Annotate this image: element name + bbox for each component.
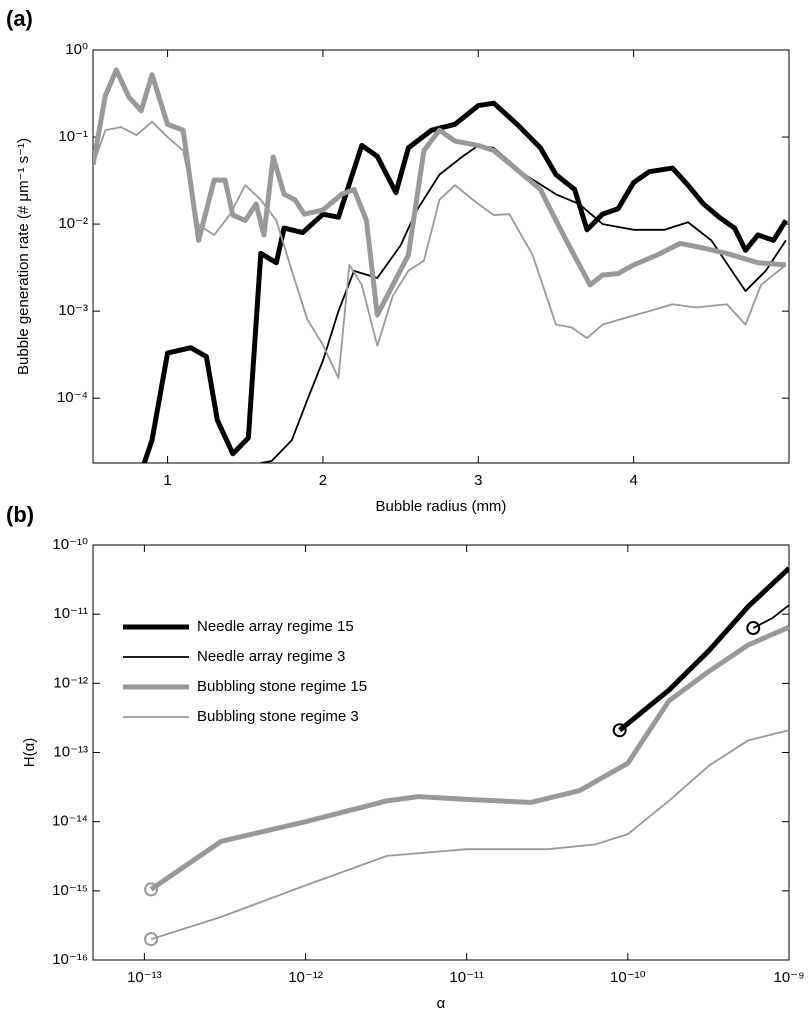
y-tick-label: 10⁻¹³ [53,743,88,760]
x-axis-label: α [437,995,446,1012]
start-marker [144,932,159,947]
plot-area [93,67,789,463]
plot-frame [92,544,790,961]
x-tick-label: 10⁻¹² [288,969,323,986]
x-tick-label: 10⁻¹³ [127,969,162,986]
panel-label: (a) [6,6,33,31]
start-marker [144,882,159,897]
legend-label: Needle array regime 15 [197,618,354,635]
x-tick-label: 4 [629,472,637,489]
legend-label: Needle array regime 3 [197,648,345,665]
y-tick-label: 10⁻³ [58,302,88,319]
series-line [150,729,789,941]
legend: Needle array regime 15 Needle array regim… [123,618,367,725]
series-line [618,566,789,733]
x-tick-label: 3 [474,472,482,489]
x-tick-label: 10⁻¹¹ [449,969,484,986]
series-line [752,604,789,629]
start-marker [612,723,627,738]
plot-frame [92,49,790,464]
series-line [93,67,787,318]
x-axis-label: Bubble radius (mm) [376,498,507,515]
x-tick-label: 2 [319,472,327,489]
y-tick-label: 10⁰ [65,41,88,58]
y-tick-label: 10⁻¹¹ [53,605,88,622]
legend-label: Bubbling stone regime 3 [197,708,359,725]
y-tick-label: 10⁻¹⁶ [52,951,88,968]
x-tick-label: 10⁻⁹ [773,969,804,986]
panel: (b) 10⁻¹⁶ 10⁻¹⁵ 10⁻¹⁴ 10⁻¹³ 10⁻¹² 10⁻¹¹ 10⁻¹⁰ 10… [6,502,805,1012]
y-tick-label: 10⁻⁴ [57,389,88,406]
x-tick-label: 10⁻¹⁰ [610,969,646,986]
panel-label: (b) [6,502,34,527]
series-line [141,100,789,463]
panel: (a) 10⁻⁴ 10⁻³ 10⁻² 10⁻¹ 10⁰ 1 2 3 4 Bubble radius … [6,6,790,515]
y-tick-label: 10⁻¹⁰ [52,536,88,553]
y-tick-label: 10⁻¹ [58,128,88,145]
y-tick-label: 10⁻¹⁵ [52,882,88,899]
plot-area [149,566,789,941]
x-tick-label: 1 [163,472,171,489]
start-marker [746,621,761,636]
y-tick-label: 10⁻¹⁴ [52,813,88,830]
y-tick-label: 10⁻² [58,215,88,232]
y-axis-label: Bubble generation rate (# μm⁻¹ s⁻¹) [15,138,32,375]
series-line [149,624,789,892]
series-line [93,120,787,380]
y-tick-label: 10⁻¹² [53,674,88,691]
legend-label: Bubbling stone regime 15 [197,678,367,695]
y-axis-label: H(α) [21,738,38,768]
